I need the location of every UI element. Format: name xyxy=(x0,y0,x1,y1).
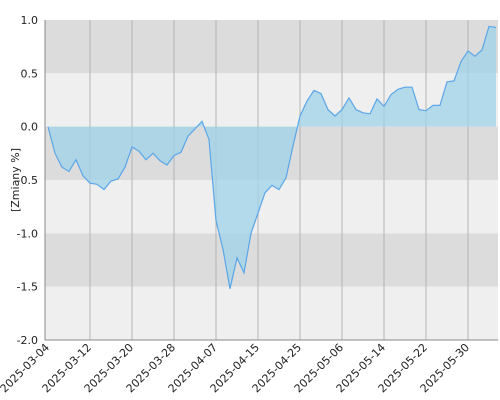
y-tick-label: -2.0 xyxy=(17,334,38,347)
grid-band xyxy=(45,20,498,74)
y-tick-label: -1.0 xyxy=(17,227,38,240)
grid-band xyxy=(45,233,498,287)
grid-band xyxy=(45,180,498,234)
y-tick-label: -0.5 xyxy=(17,174,38,187)
y-axis-label: [Zmiany %] xyxy=(9,148,22,212)
y-tick-label: 0.5 xyxy=(21,67,39,80)
area xyxy=(48,26,496,289)
grid-band xyxy=(45,286,498,340)
y-tick-label: -1.5 xyxy=(17,281,38,294)
line xyxy=(47,25,497,289)
y-tick-label: 1.0 xyxy=(21,14,39,27)
y-tick-label: 0.0 xyxy=(21,121,39,134)
